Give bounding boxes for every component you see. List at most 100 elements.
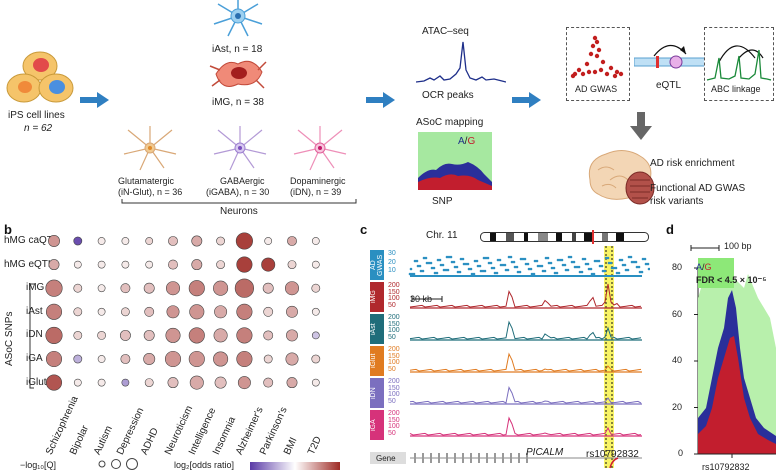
gwas-track-dot	[479, 265, 482, 268]
gene-exon	[430, 453, 432, 463]
gwas-track-dot	[476, 260, 479, 263]
gwas-track-dot	[648, 268, 650, 271]
bubble	[121, 308, 129, 316]
bubble	[214, 329, 227, 342]
bubble	[48, 235, 59, 246]
gwas-track-dot	[487, 257, 490, 260]
bubble	[312, 261, 319, 268]
bubble	[312, 379, 319, 386]
gwas-track-dot	[635, 261, 638, 264]
snp-label: SNP	[432, 196, 453, 207]
gene-exon	[462, 453, 464, 463]
gwas-dot	[609, 66, 613, 70]
allele-g: G	[467, 136, 475, 147]
gwas-dot	[615, 70, 619, 74]
d-ytick-label: 20	[672, 402, 682, 412]
color-legend-label: log₂[odds ratio]	[174, 460, 234, 470]
gwas-track-dot	[473, 273, 476, 276]
bubble-plot	[0, 0, 360, 470]
bubble	[236, 233, 253, 250]
ad-gwas-box: AD GWAS	[566, 27, 630, 101]
brain-illustration	[584, 146, 656, 206]
color-legend-bar	[250, 462, 340, 470]
bubble	[98, 261, 105, 268]
gwas-track-dot	[456, 266, 459, 269]
gwas-track-dot	[442, 264, 445, 267]
bubble	[215, 377, 226, 388]
flow-arrow-icon	[512, 92, 542, 108]
bubble	[168, 377, 178, 387]
gwas-dot	[595, 40, 599, 44]
gene-name: PICALM	[526, 447, 563, 458]
asoc-allele-label: A/G	[458, 136, 475, 147]
gwas-track-dot	[567, 269, 570, 272]
gwas-track-dot	[516, 266, 519, 269]
gwas-track-dot	[553, 267, 556, 270]
bubble	[74, 331, 82, 339]
bubble	[312, 237, 319, 244]
bubble	[168, 260, 177, 269]
gwas-track-dot	[610, 262, 613, 265]
bubble	[146, 237, 153, 244]
gene-exon	[486, 453, 488, 463]
bubble	[213, 281, 227, 295]
gwas-track-dot	[422, 270, 425, 273]
gwas-track-dot	[416, 260, 419, 263]
bubble	[190, 305, 204, 319]
bubble	[264, 307, 273, 316]
gwas-track-dot	[547, 257, 550, 260]
gwas-track-dot	[425, 257, 428, 260]
gwas-track-dot	[447, 269, 450, 272]
gene-track-label: Gene	[376, 454, 396, 463]
bubble	[237, 328, 252, 343]
gene-exon	[422, 453, 424, 463]
gwas-track-dot	[450, 256, 453, 259]
bubble	[46, 280, 63, 297]
bubble	[217, 261, 225, 269]
bubble	[168, 236, 177, 245]
bubble	[265, 237, 272, 244]
d-allele-g: G	[705, 262, 712, 272]
c-snp-label: rs10792832	[586, 449, 639, 460]
d-allele-label: A/G	[696, 262, 712, 272]
gwas-dot	[619, 72, 623, 76]
gwas-label: AD GWAS	[575, 84, 617, 94]
gene-exon	[494, 453, 496, 463]
bubble	[287, 377, 297, 387]
bubble	[167, 306, 179, 318]
bubble	[286, 306, 297, 317]
bubble	[144, 283, 154, 293]
d-scale-bar	[690, 244, 720, 252]
bubble	[264, 331, 273, 340]
bubble	[235, 279, 254, 298]
abc-linkage-plot	[705, 28, 773, 84]
gwas-track-dot	[593, 273, 596, 276]
gwas-track-dot	[544, 270, 547, 273]
ocr-label: OCR peaks	[422, 90, 474, 101]
chrom-label: Chr. 11	[426, 230, 458, 241]
gwas-track-dot	[459, 271, 462, 274]
bubble	[165, 351, 180, 366]
gwas-track-dot	[641, 271, 644, 274]
bubble	[166, 282, 179, 295]
eqtl-diagram	[634, 36, 708, 80]
bubble	[264, 378, 273, 387]
bubble	[74, 284, 82, 292]
panel-c-letter: c	[360, 222, 367, 237]
gwas-manhattan-plot	[567, 28, 629, 84]
bubble	[146, 261, 153, 268]
bubble	[144, 353, 155, 364]
gwas-dot	[605, 72, 609, 76]
gwas-track-dot	[578, 266, 581, 269]
c-scale-label: 30 kb	[410, 294, 432, 304]
bubble	[49, 259, 59, 269]
gwas-dot	[613, 74, 617, 78]
gene-exon	[414, 453, 416, 463]
bubble	[145, 307, 154, 316]
gwas-dot	[599, 68, 603, 72]
bubble	[166, 328, 180, 342]
gene-exon	[470, 453, 472, 463]
gwas-track-dot	[618, 272, 621, 275]
gwas-track-dot	[524, 258, 527, 261]
gwas-track-dot	[604, 270, 607, 273]
